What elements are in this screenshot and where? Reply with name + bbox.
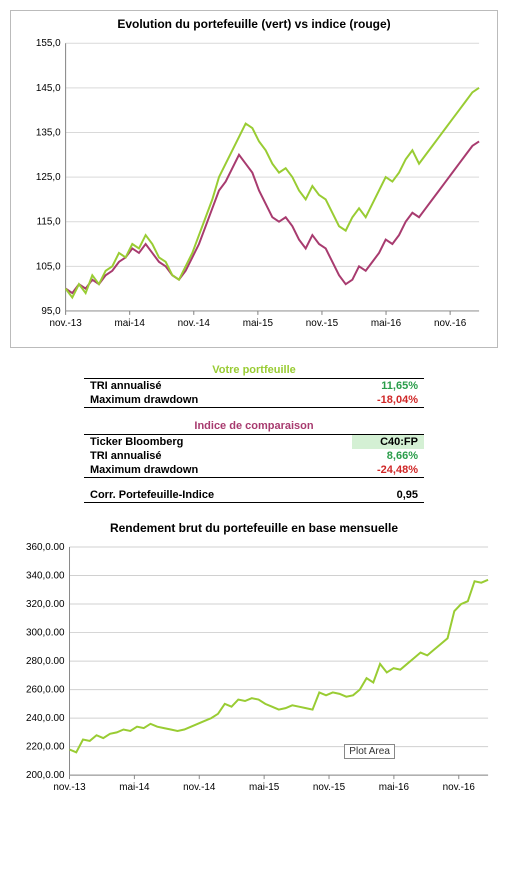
svg-text:220,0.00: 220,0.00 xyxy=(26,742,65,753)
stats-row-value: 8,66% xyxy=(352,449,424,463)
svg-text:nov.-14: nov.-14 xyxy=(183,782,216,793)
stats-index-header: Indice de comparaison xyxy=(84,418,424,435)
chart-evolution-title: Evolution du portefeuille (vert) vs indi… xyxy=(21,17,487,31)
stats-row-label: Maximum drawdown xyxy=(84,393,330,408)
svg-text:320,0.00: 320,0.00 xyxy=(26,599,65,610)
svg-text:280,0.00: 280,0.00 xyxy=(26,656,65,667)
svg-text:mai-16: mai-16 xyxy=(371,318,402,329)
chart-evolution-plot: 95,0 105,0 115,0 125,0 135,0 145,0 155,0 nov.-1… xyxy=(21,37,487,337)
stats-row-label: Maximum drawdown xyxy=(84,463,330,478)
stats-row-value: -24,48% xyxy=(352,463,424,478)
chart-rendement-plot: 200,0.00 220,0.00 240,0.00 260,0.00 280,0.00… xyxy=(10,541,496,801)
svg-text:nov.-14: nov.-14 xyxy=(178,318,211,329)
svg-text:125,0: 125,0 xyxy=(36,172,61,183)
svg-text:nov.-15: nov.-15 xyxy=(313,782,346,793)
stats-portfolio-header: Votre portfeuille xyxy=(84,362,424,379)
chart-rendement-title: Rendement brut du portefeuille en base m… xyxy=(10,521,498,535)
stats-row-label: TRI annualisé xyxy=(84,449,330,463)
stats-corr-value: 0,95 xyxy=(352,488,424,503)
chart-evolution: Evolution du portefeuille (vert) vs indi… xyxy=(10,10,498,348)
svg-text:200,0.00: 200,0.00 xyxy=(26,770,65,781)
stats-row-value: 11,65% xyxy=(352,379,424,394)
svg-text:nov.-16: nov.-16 xyxy=(443,782,476,793)
svg-text:mai-15: mai-15 xyxy=(249,782,280,793)
svg-text:mai-14: mai-14 xyxy=(119,782,150,793)
svg-text:115,0: 115,0 xyxy=(37,217,62,228)
svg-text:mai-14: mai-14 xyxy=(115,318,146,329)
svg-text:135,0: 135,0 xyxy=(36,127,61,138)
stats-portfolio-table: Votre portfeuille TRI annualisé 11,65% M… xyxy=(84,362,424,503)
svg-text:260,0.00: 260,0.00 xyxy=(26,685,65,696)
stats-corr-label: Corr. Portefeuille-Indice xyxy=(84,488,330,503)
svg-text:240,0.00: 240,0.00 xyxy=(26,713,65,724)
chart-rendement: 200,0.00 220,0.00 240,0.00 260,0.00 280,0.00… xyxy=(10,541,498,801)
stats-row-value: -18,04% xyxy=(352,393,424,408)
plot-area-tag: Plot Area xyxy=(344,744,395,759)
svg-text:nov.-13: nov.-13 xyxy=(49,318,82,329)
svg-text:340,0.00: 340,0.00 xyxy=(26,571,65,582)
svg-text:145,0: 145,0 xyxy=(36,83,61,94)
stats-row-label: TRI annualisé xyxy=(84,379,330,394)
svg-text:mai-16: mai-16 xyxy=(379,782,410,793)
stats-section: Votre portfeuille TRI annualisé 11,65% M… xyxy=(84,362,424,503)
stats-row-label: Ticker Bloomberg xyxy=(84,435,330,450)
svg-text:nov.-15: nov.-15 xyxy=(306,318,339,329)
svg-text:105,0: 105,0 xyxy=(36,261,61,272)
svg-text:nov.-16: nov.-16 xyxy=(434,318,467,329)
svg-text:nov.-13: nov.-13 xyxy=(53,782,86,793)
stats-row-value: C40:FP xyxy=(352,435,424,450)
svg-text:300,0.00: 300,0.00 xyxy=(26,628,65,639)
svg-text:mai-15: mai-15 xyxy=(243,318,274,329)
svg-text:95,0: 95,0 xyxy=(41,306,61,317)
svg-text:360,0.00: 360,0.00 xyxy=(26,542,65,553)
svg-text:155,0: 155,0 xyxy=(36,38,61,49)
